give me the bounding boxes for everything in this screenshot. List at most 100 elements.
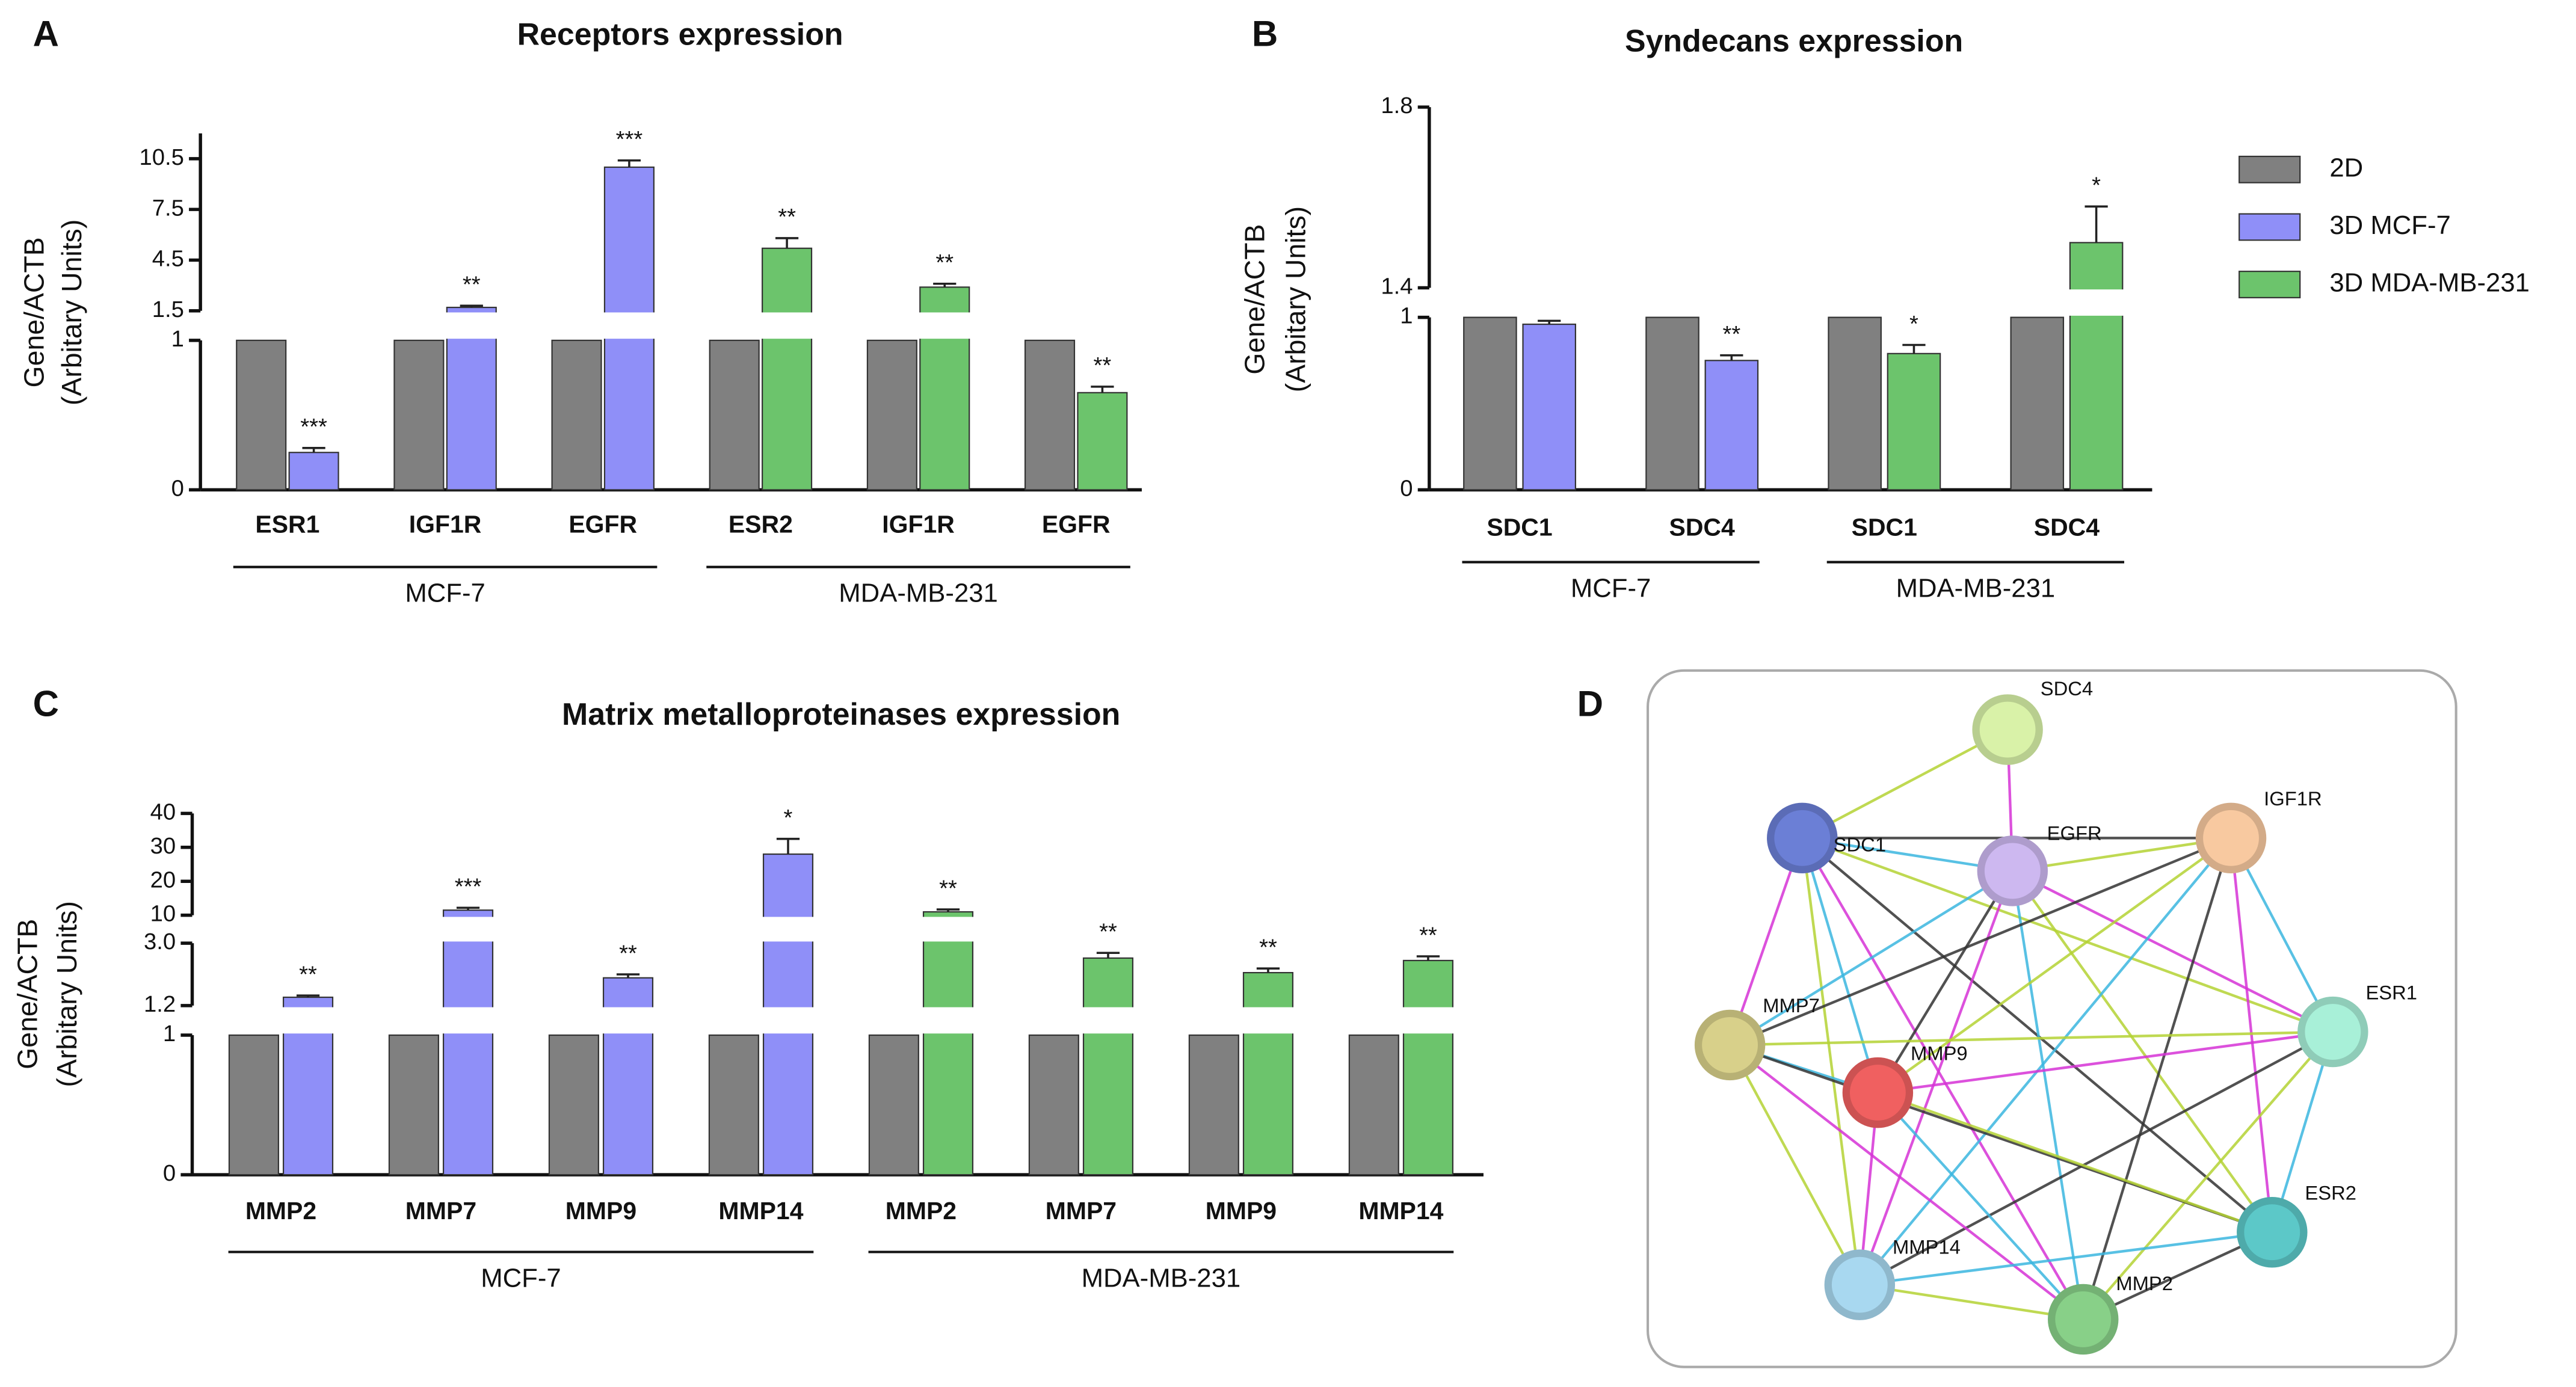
node-label: ESR1	[2365, 981, 2417, 1003]
network-edge	[2229, 838, 2273, 1232]
network-edge	[2229, 837, 2334, 1033]
panel-label: D	[1577, 684, 1603, 724]
group-label: MCF-7	[1571, 574, 1651, 603]
node-label: ESR2	[2305, 1182, 2356, 1204]
network-edge	[2012, 869, 2334, 1033]
bar	[236, 339, 287, 491]
significance-label: **	[935, 250, 954, 275]
y-tick-label: 0	[171, 475, 184, 501]
x-tick-label: SDC1	[1487, 514, 1552, 541]
significance-label: **	[939, 875, 957, 901]
group-label: MDA-MB-231	[1896, 574, 2056, 603]
y-tick-label: 1.4	[1381, 274, 1413, 300]
network-node-inner	[2203, 810, 2259, 866]
bar	[866, 339, 917, 491]
y-axis-label: (Arbitary Units)	[51, 901, 82, 1087]
group-label: MDA-MB-231	[839, 579, 998, 608]
chart-title: Syndecans expression	[1625, 23, 1963, 58]
group-label: MCF-7	[405, 579, 485, 608]
network-edge	[1730, 1030, 2333, 1047]
legend-label: 3D MDA-MB-231	[2329, 268, 2530, 298]
bar	[868, 1034, 919, 1176]
y-tick-label: 1.8	[1381, 93, 1413, 118]
bar	[548, 1034, 599, 1176]
node-label: MMP7	[1763, 994, 1820, 1016]
y-tick-label: 7.5	[152, 195, 184, 221]
x-tick-label: MMP14	[1358, 1197, 1443, 1225]
x-tick-label: IGF1R	[409, 510, 482, 538]
node-label: MMP9	[1911, 1042, 1968, 1064]
x-tick-label: IGF1R	[882, 510, 955, 538]
y-tick-label: 1.2	[144, 991, 176, 1017]
significance-label: ***	[616, 126, 643, 152]
bar	[442, 909, 494, 1176]
chart-title: Matrix metalloproteinases expression	[562, 697, 1120, 731]
node-label: SDC4	[2041, 677, 2093, 700]
bar	[388, 1034, 439, 1176]
bar	[1704, 360, 1759, 491]
network-edge	[1729, 870, 2014, 1047]
panel-label: A	[33, 14, 59, 54]
x-tick-label: MMP9	[1206, 1197, 1277, 1225]
network-edge	[1858, 837, 2232, 1286]
network-node-inner	[2244, 1204, 2300, 1261]
network-edge	[1877, 837, 2232, 1094]
y-tick-label: 40	[150, 799, 176, 825]
y-axis-label: Gene/ACTB	[1239, 224, 1270, 374]
bar	[1463, 316, 1517, 491]
bar	[288, 452, 339, 491]
bar	[1402, 959, 1453, 1176]
x-tick-label: MMP2	[245, 1197, 316, 1225]
network-edge	[1801, 838, 1861, 1285]
network-edge	[1802, 837, 2334, 1033]
bar	[1348, 1034, 1399, 1176]
significance-label: *	[1909, 311, 1918, 337]
y-tick-label: 0	[1400, 475, 1413, 501]
significance-label: **	[619, 940, 637, 966]
network-edge	[1801, 837, 2085, 1320]
bar	[1082, 957, 1134, 1176]
node-label: SDC1	[1834, 834, 1886, 856]
y-tick-label: 10.5	[139, 144, 183, 170]
x-tick-label: SDC4	[2034, 514, 2100, 541]
bar	[708, 1034, 759, 1176]
network-edge	[1860, 1231, 2273, 1287]
node-label: MMP2	[2116, 1272, 2173, 1294]
bar	[1242, 972, 1294, 1176]
network-edge	[2012, 837, 2231, 873]
y-tick-label: 10	[150, 901, 176, 927]
y-tick-label: 1	[171, 326, 184, 352]
bar	[1077, 392, 1128, 491]
network-edge	[1860, 1283, 2084, 1321]
network-edge	[1876, 1092, 2085, 1320]
significance-label: **	[1094, 352, 1112, 378]
significance-label: *	[784, 805, 793, 831]
network-node-inner	[1984, 843, 2041, 899]
bar	[1828, 316, 1882, 491]
y-tick-label: 20	[150, 867, 176, 893]
x-tick-label: MMP7	[1046, 1197, 1117, 1225]
network-edge	[1728, 1044, 1861, 1286]
significance-label: **	[1099, 919, 1117, 945]
network-edge	[1728, 837, 1804, 1046]
y-axis-label: Gene/ACTB	[18, 237, 49, 387]
node-label: EGFR	[2047, 822, 2102, 844]
legend-swatch	[2239, 213, 2301, 241]
bar	[762, 247, 813, 491]
network-edge	[1859, 1030, 2334, 1287]
network-node-inner	[1831, 1256, 1888, 1313]
node-label: IGF1R	[2264, 787, 2322, 810]
x-tick-label: ESR2	[729, 510, 793, 538]
chart-title: Receptors expression	[517, 16, 843, 51]
bar	[1645, 316, 1699, 491]
network-node-inner	[1849, 1065, 1906, 1121]
network-edge	[2081, 837, 2232, 1320]
bar	[2069, 242, 2124, 491]
significance-label: **	[1722, 321, 1740, 347]
x-tick-label: MMP9	[565, 1197, 636, 1225]
group-label: MDA-MB-231	[1082, 1263, 1241, 1293]
x-tick-label: MMP14	[718, 1197, 803, 1225]
y-axis-label: (Arbitary Units)	[56, 220, 87, 405]
network-node-inner	[1774, 810, 1831, 866]
